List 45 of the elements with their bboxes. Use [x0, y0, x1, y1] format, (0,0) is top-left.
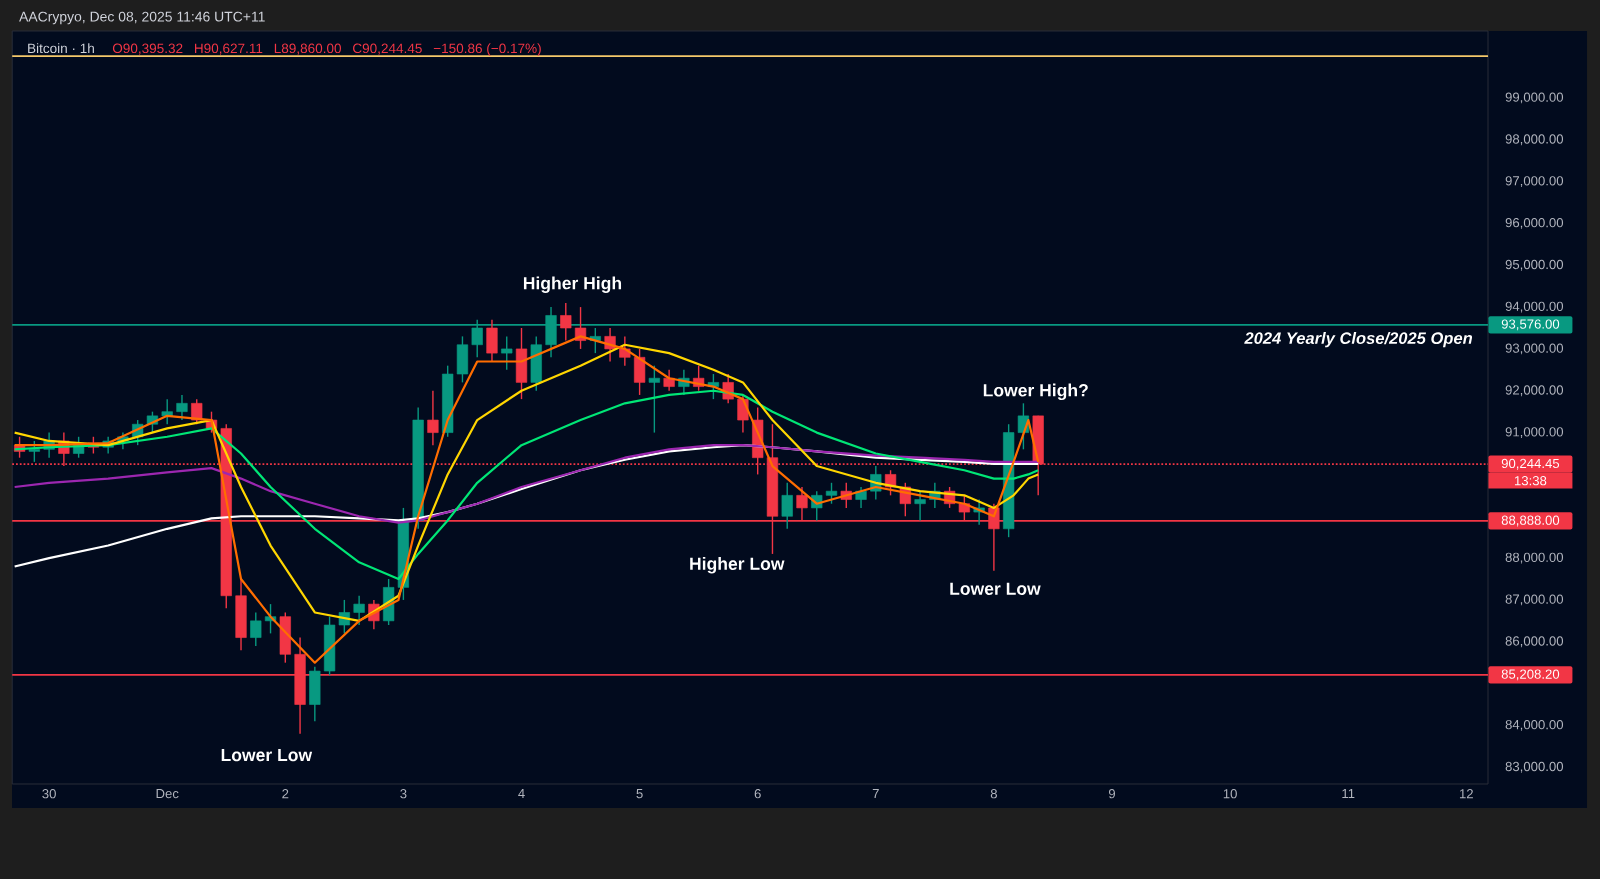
annotation: Lower Low — [950, 582, 1041, 595]
annotation: O90,395.32 — [112, 43, 183, 55]
y-tick-label: 86,000.00 — [1505, 636, 1564, 648]
annotation: C90,244.45 — [353, 43, 422, 55]
y-tick-label: 96,000.00 — [1505, 217, 1564, 229]
x-tick-label: 2 — [282, 789, 289, 799]
y-tick-label: 93,000.00 — [1505, 343, 1564, 355]
y-tick-label: 92,000.00 — [1505, 385, 1564, 397]
y-tick-label: 87,000.00 — [1505, 594, 1564, 606]
text: AACrypyo, Dec 08, 2025 11:46 UTC+11 — [19, 11, 265, 25]
x-tick-label: 8 — [990, 789, 997, 799]
x-tick-label: Dec — [156, 789, 179, 799]
x-tick-label: 3 — [400, 789, 407, 799]
x-tick-label: 9 — [1108, 789, 1116, 799]
x-tick-label: 11 — [1342, 789, 1355, 799]
y-tick-label: 99,000.00 — [1505, 92, 1564, 104]
annotation: Lower High? — [983, 383, 1088, 401]
x-tick-label: 6 — [754, 789, 761, 799]
y-tick-label: 95,000.00 — [1505, 259, 1564, 271]
y-tick-label: 94,000.00 — [1505, 301, 1564, 313]
x-tick-label: 5 — [636, 789, 643, 799]
x-tick-label: 7 — [872, 789, 879, 799]
y-tick-label: 98,000.00 — [1505, 134, 1564, 146]
y-tick-label: 84,000.00 — [1505, 719, 1564, 731]
annotation: L89,860.00 — [274, 43, 341, 55]
text: Bitcoin · 1h — [28, 43, 94, 54]
annotation: 2024 Yearly Close/2025 Open — [1244, 331, 1473, 348]
ref-line-label: 85,208.20 — [1501, 669, 1560, 681]
y-tick-label: 83,000.00 — [1505, 761, 1564, 773]
x-tick-label: 12 — [1459, 789, 1473, 799]
x-tick-label: 10 — [1223, 789, 1237, 799]
annotation: −150.86 (−0.17%) — [433, 43, 541, 56]
ref-line-label: 88,888.00 — [1501, 515, 1560, 527]
x-tick-label: 4 — [518, 789, 525, 799]
annotation: Higher High — [523, 276, 622, 293]
ref-line-label: 90,244.45 — [1501, 458, 1560, 470]
annotation: Lower Low — [221, 748, 313, 762]
x-tick-label: 30 — [42, 789, 56, 799]
ref-line-label: 93,576.00 — [1501, 319, 1560, 331]
y-tick-label: 97,000.00 — [1505, 176, 1564, 188]
annotation: Higher Low — [690, 557, 785, 574]
annotation: H90,627.11 — [195, 43, 263, 55]
y-tick-label: 91,000.00 — [1505, 427, 1564, 439]
y-tick-label: 88,000.00 — [1505, 552, 1564, 564]
text: 13:38 — [1514, 476, 1547, 486]
